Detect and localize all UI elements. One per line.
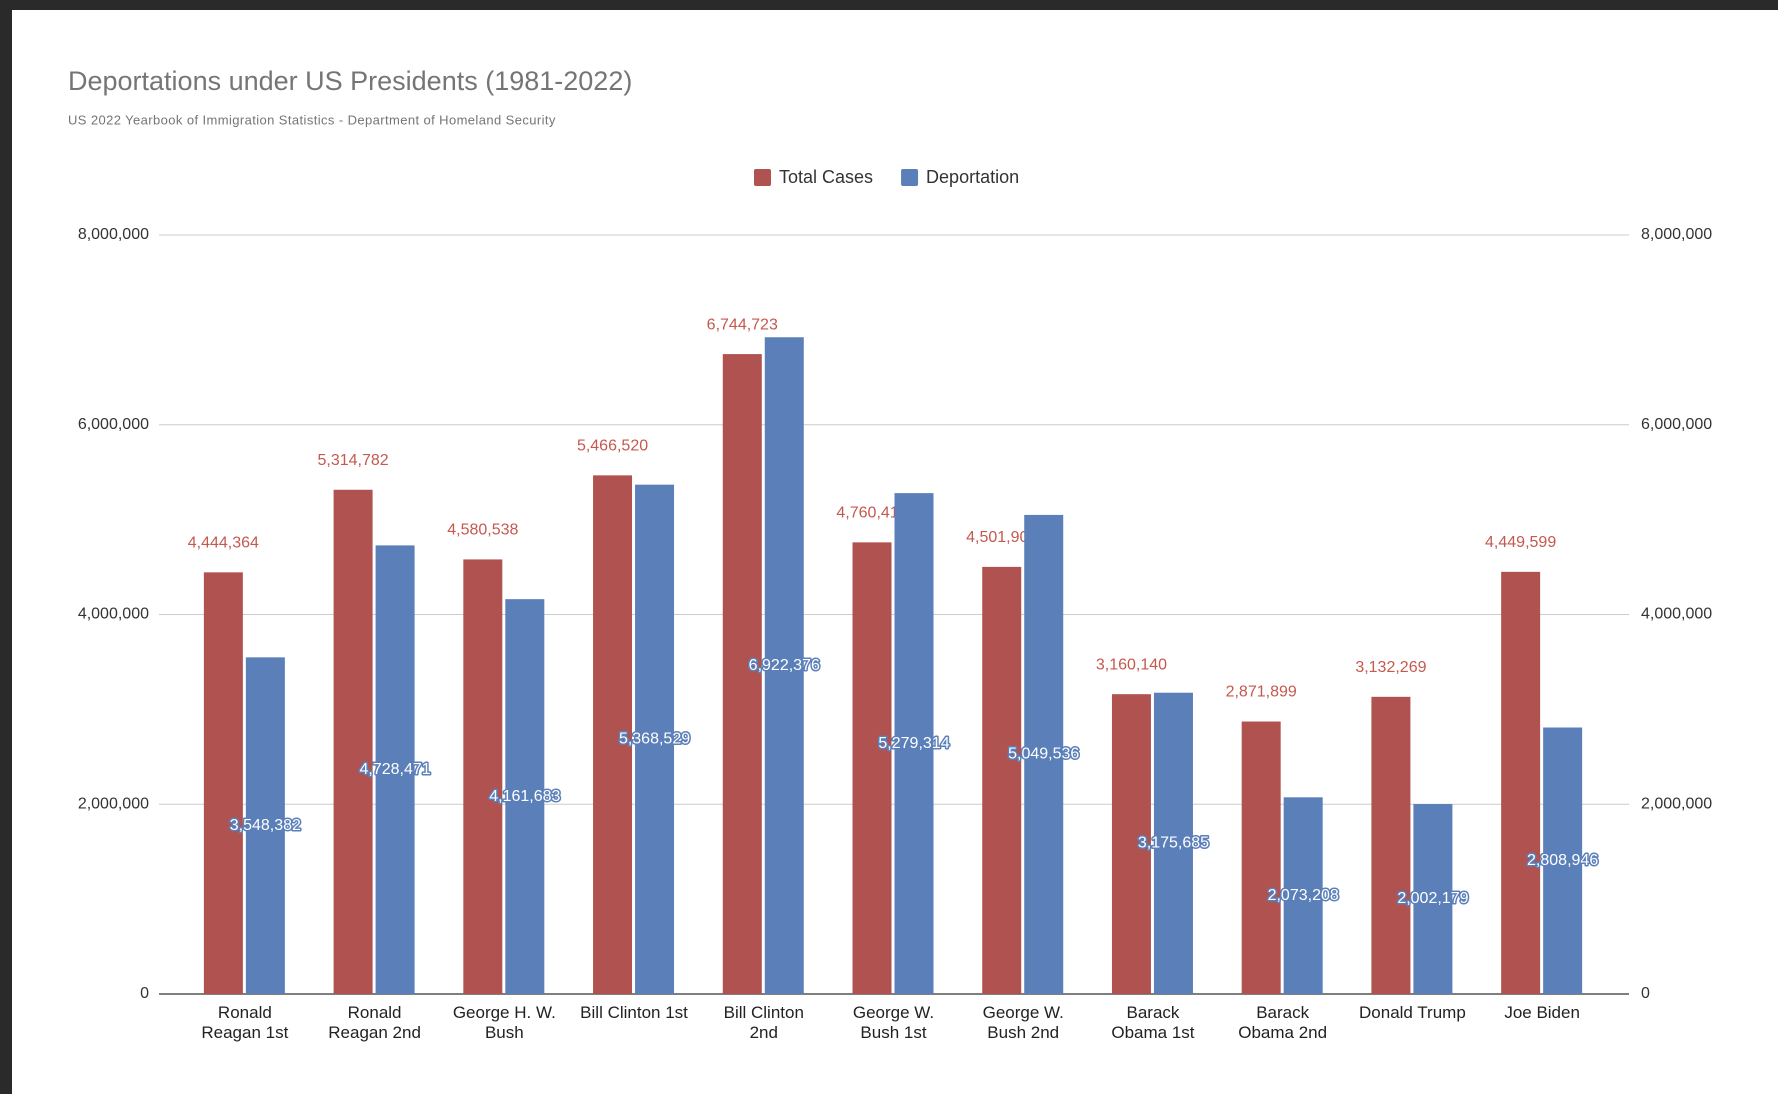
y2-tick-label: 4,000,000 (1641, 606, 1712, 623)
x-tick-label: Ronald Reagan 2nd (328, 1003, 421, 1042)
y2-tick-label: 0 (1641, 985, 1650, 1002)
bar (1024, 514, 1064, 994)
data-label: 4,728,471 (359, 761, 430, 778)
data-label: 5,314,782 (317, 452, 388, 469)
bar (1111, 694, 1151, 994)
x-tick-label: Joe Biden (1504, 1003, 1580, 1022)
bar (852, 542, 892, 994)
bar (1241, 721, 1281, 994)
bar (1501, 571, 1541, 994)
data-label: 2,871,899 (1226, 684, 1297, 701)
y2-tick-label: 6,000,000 (1641, 416, 1712, 433)
data-label: 4,760,410 (836, 505, 907, 522)
bar (1371, 696, 1411, 994)
data-label: 3,548,382 (230, 817, 301, 834)
x-tick-label: Ronald Reagan 1st (201, 1003, 288, 1042)
data-label: 3,160,140 (1096, 656, 1167, 673)
data-label: 5,279,314 (878, 735, 949, 752)
x-tick-label: Bill Clinton 2nd (724, 1003, 804, 1042)
x-tick-label: George H. W. Bush (453, 1003, 556, 1042)
y2-tick-label: 2,000,000 (1641, 795, 1712, 812)
data-label: 2,073,208 (1268, 887, 1339, 904)
bar (722, 354, 762, 995)
bar (1413, 804, 1453, 994)
bar (203, 572, 243, 994)
x-tick-label: Barack Obama 1st (1111, 1003, 1194, 1042)
bar (1283, 797, 1323, 994)
x-tick-label: George W. Bush 2nd (983, 1003, 1064, 1042)
data-label: 2,002,179 (1397, 890, 1468, 907)
data-label: 4,449,599 (1485, 534, 1556, 551)
bar (982, 566, 1022, 994)
chart-subtitle: US 2022 Yearbook of Immigration Statisti… (68, 112, 556, 127)
data-label: 4,161,683 (489, 788, 560, 805)
data-label: 5,466,520 (577, 438, 648, 455)
data-label: 6,922,376 (749, 657, 820, 674)
data-label: 4,580,538 (447, 522, 518, 539)
bar (764, 337, 804, 994)
x-tick-label: George W. Bush 1st (853, 1003, 934, 1042)
data-label: 3,132,269 (1355, 659, 1426, 676)
y2-tick-label: 8,000,000 (1641, 226, 1712, 243)
bar (245, 657, 285, 994)
y-tick-label: 0 (140, 985, 149, 1002)
data-label: 4,444,364 (188, 535, 259, 552)
bar (894, 493, 934, 994)
y-tick-label: 4,000,000 (78, 606, 149, 623)
x-tick-label: Bill Clinton 1st (580, 1003, 688, 1022)
data-label: 5,368,529 (619, 731, 690, 748)
data-label: 6,744,723 (707, 316, 778, 333)
bar (1153, 692, 1193, 994)
data-label: 4,501,905 (966, 529, 1037, 546)
legend-label: Deportation (926, 167, 1019, 187)
y-tick-label: 2,000,000 (78, 795, 149, 812)
legend-label: Total Cases (779, 167, 873, 187)
x-tick-label: Barack Obama 2nd (1238, 1003, 1327, 1042)
legend-swatch (901, 169, 919, 186)
y-tick-label: 6,000,000 (78, 416, 149, 433)
y-tick-label: 8,000,000 (78, 226, 149, 243)
chart-title: Deportations under US Presidents (1981-2… (68, 66, 632, 96)
data-label: 2,808,946 (1527, 852, 1598, 869)
data-label: 5,049,536 (1008, 746, 1079, 763)
data-label: 3,175,685 (1138, 835, 1209, 852)
bar (333, 489, 373, 994)
bar (463, 559, 503, 994)
bar (375, 545, 415, 994)
bar (1543, 727, 1583, 994)
bar (505, 599, 545, 994)
x-tick-label: Donald Trump (1359, 1003, 1466, 1022)
bar (635, 484, 675, 994)
legend-swatch (754, 169, 771, 186)
bar (593, 475, 633, 995)
